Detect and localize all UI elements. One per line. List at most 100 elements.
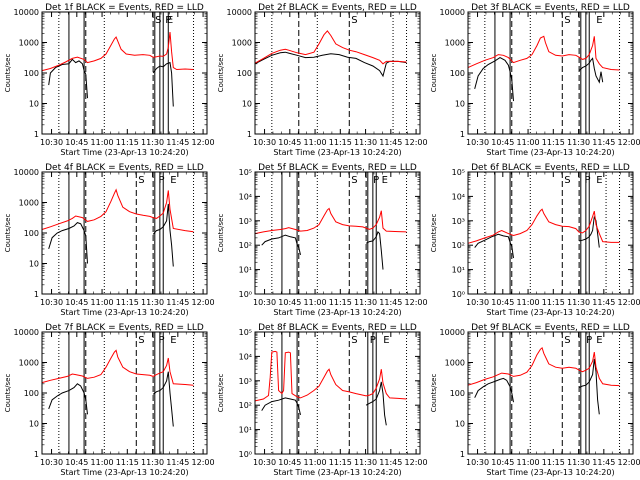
y-tick-label: 10⁰ xyxy=(239,450,252,459)
y-tick-label: 100 xyxy=(24,229,39,238)
y-tick-label: 10000 xyxy=(14,328,39,337)
events-series-line xyxy=(48,383,88,415)
x-tick-label: 11:30 xyxy=(567,298,590,307)
x-tick-label: 11:30 xyxy=(354,458,377,467)
x-tick-label: 11:00 xyxy=(91,298,114,307)
events-series-line xyxy=(578,358,600,415)
y-axis-label: Counts/sec xyxy=(217,374,225,413)
events-series-line xyxy=(152,371,174,427)
lld-series-line xyxy=(41,349,194,386)
x-tick-label: 11:15 xyxy=(542,458,565,467)
marker-label-e: E xyxy=(596,175,602,186)
marker-label-s: S xyxy=(138,335,144,346)
x-tick-label: 11:15 xyxy=(116,138,139,147)
detector-panel: S P E 10⁰ 10¹ 10² 10³ 10⁴ 10⁵ 10:30 10:45 11:00 11:1… xyxy=(217,323,428,477)
y-axis-label: Counts/sec xyxy=(217,54,225,93)
x-tick-label: 10:45 xyxy=(278,298,301,307)
y-tick-label: 10000 xyxy=(14,8,39,17)
y-tick-label: 10⁵ xyxy=(452,168,465,177)
x-tick-label: 11:30 xyxy=(354,138,377,147)
x-tick-label: 12:00 xyxy=(618,298,640,307)
x-tick-label: 11:30 xyxy=(354,298,377,307)
events-series-line xyxy=(152,61,174,107)
x-tick-label: 11:45 xyxy=(166,138,189,147)
y-tick-label: 10⁴ xyxy=(452,192,465,201)
y-tick-label: 10000 xyxy=(227,8,252,17)
y-tick-label: 100 xyxy=(237,69,252,78)
marker-label-e: E xyxy=(170,335,176,346)
x-tick-label: 11:00 xyxy=(517,298,540,307)
marker-label-e: E xyxy=(382,175,388,186)
events-series-line xyxy=(578,57,604,84)
x-tick-label: 10:45 xyxy=(65,138,88,147)
detector-panel: S 1 10 100 1000 10000 10:30 10:45 11:00 11:15 11:3… xyxy=(217,3,428,157)
detector-panel: S P E 10⁰ 10¹ 10² 10³ 10⁴ 10⁵ 10:30 10:45 11:00 11:1… xyxy=(430,163,640,317)
y-axis-label: Counts/sec xyxy=(430,374,438,413)
events-series-line xyxy=(474,57,514,102)
events-series-line xyxy=(254,51,407,78)
y-tick-label: 10⁵ xyxy=(239,328,252,337)
x-tick-label: 11:00 xyxy=(517,458,540,467)
y-tick-label: 10000 xyxy=(440,8,465,17)
x-axis-label: Start Time (23-Apr-13 10:24:20) xyxy=(273,148,401,157)
panel-title: Det 4f BLACK = Events, RED = LLD xyxy=(45,163,204,173)
y-tick-label: 10000 xyxy=(14,168,39,177)
x-tick-label: 11:45 xyxy=(166,458,189,467)
x-axis-label: Start Time (23-Apr-13 10:24:20) xyxy=(60,308,188,317)
x-tick-label: 10:45 xyxy=(65,298,88,307)
y-tick-label: 1 xyxy=(34,450,39,459)
y-axis-label: Counts/sec xyxy=(4,374,12,413)
x-tick-label: 11:45 xyxy=(166,298,189,307)
y-tick-label: 10⁴ xyxy=(239,352,252,361)
x-tick-label: 11:30 xyxy=(567,458,590,467)
x-tick-label: 12:00 xyxy=(405,298,428,307)
plot-frame xyxy=(467,171,634,295)
x-tick-label: 10:30 xyxy=(40,458,63,467)
y-tick-label: 1000 xyxy=(445,39,465,48)
x-tick-label: 11:30 xyxy=(141,138,164,147)
y-tick-label: 1 xyxy=(247,130,252,139)
panel-title: Det 1f BLACK = Events, RED = LLD xyxy=(45,3,204,13)
marker-label-s: S xyxy=(155,15,161,26)
lld-series-line xyxy=(467,347,620,387)
y-axis-label: Counts/sec xyxy=(4,54,12,93)
marker-label-e: E xyxy=(167,15,173,26)
events-series-line xyxy=(261,234,301,256)
y-tick-label: 10³ xyxy=(452,217,465,226)
x-tick-label: 11:15 xyxy=(542,298,565,307)
lld-series-line xyxy=(41,32,194,72)
marker-label-e: E xyxy=(596,15,602,26)
x-tick-label: 10:30 xyxy=(253,298,276,307)
y-tick-label: 1 xyxy=(34,290,39,299)
marker-label-p: P xyxy=(584,175,590,186)
marker-label-s: S xyxy=(351,175,357,186)
lld-series-line xyxy=(254,30,407,65)
y-tick-label: 10000 xyxy=(440,328,465,337)
events-series-line xyxy=(365,230,384,270)
x-tick-label: 12:00 xyxy=(618,458,640,467)
x-tick-label: 10:30 xyxy=(253,458,276,467)
events-series-line xyxy=(48,222,88,264)
events-series-line xyxy=(48,58,88,99)
x-tick-label: 11:45 xyxy=(379,138,402,147)
y-axis-label: Counts/sec xyxy=(430,54,438,93)
y-tick-label: 1000 xyxy=(19,39,39,48)
marker-label-s: S xyxy=(564,15,570,26)
y-tick-label: 10¹ xyxy=(452,266,465,275)
x-tick-label: 10:30 xyxy=(466,458,489,467)
panel-title: Det 5f BLACK = Events, RED = LLD xyxy=(258,163,417,173)
marker-label-e: E xyxy=(596,335,602,346)
y-tick-label: 10 xyxy=(29,260,39,269)
y-tick-label: 10 xyxy=(29,100,39,109)
x-axis-label: Start Time (23-Apr-13 10:24:20) xyxy=(486,468,614,477)
y-tick-label: 1000 xyxy=(232,39,252,48)
x-tick-label: 10:30 xyxy=(466,138,489,147)
x-axis-label: Start Time (23-Apr-13 10:24:20) xyxy=(273,308,401,317)
marker-label-s: S xyxy=(351,335,357,346)
marker-label-p: P xyxy=(370,335,376,346)
x-tick-label: 10:45 xyxy=(278,138,301,147)
y-tick-label: 1 xyxy=(34,130,39,139)
y-axis-label: Counts/sec xyxy=(430,214,438,253)
